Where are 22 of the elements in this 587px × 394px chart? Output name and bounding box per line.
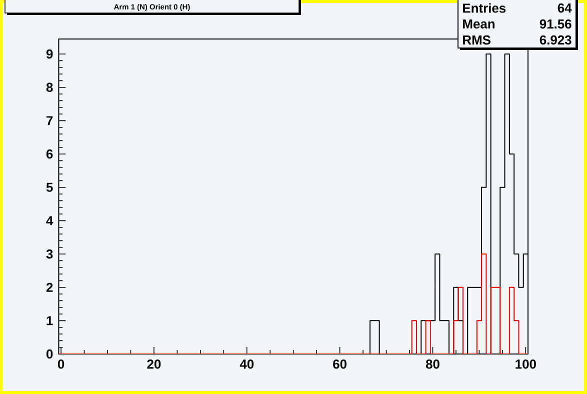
- text: 64: [558, 3, 572, 13]
- annotation: RMS: [463, 35, 490, 45]
- x-tick-label: 60: [333, 360, 346, 369]
- y-tick-label: 8: [46, 82, 53, 92]
- x-tick-label: 40: [240, 360, 254, 369]
- y-tick-label: 5: [46, 182, 53, 192]
- text: Mean: [463, 19, 495, 29]
- y-tick-label: 6: [46, 149, 53, 159]
- x-tick-label: 0: [58, 360, 64, 369]
- x-tick-label: 100: [516, 360, 536, 369]
- text: Entries: [463, 3, 506, 13]
- x-tick-label: 20: [147, 360, 161, 369]
- y-tick-label: 3: [46, 249, 53, 259]
- y-tick-label: 0: [46, 349, 53, 359]
- text: 91.56: [540, 19, 572, 29]
- y-tick-label: 4: [46, 216, 54, 226]
- y-tick-label: 2: [46, 282, 53, 292]
- y-tick-label: 7: [46, 116, 53, 126]
- y-tick-label: 1: [46, 316, 53, 326]
- y-tick-label: 9: [46, 49, 53, 59]
- text: 6.923: [540, 35, 572, 45]
- x-tick-label: 80: [426, 360, 440, 369]
